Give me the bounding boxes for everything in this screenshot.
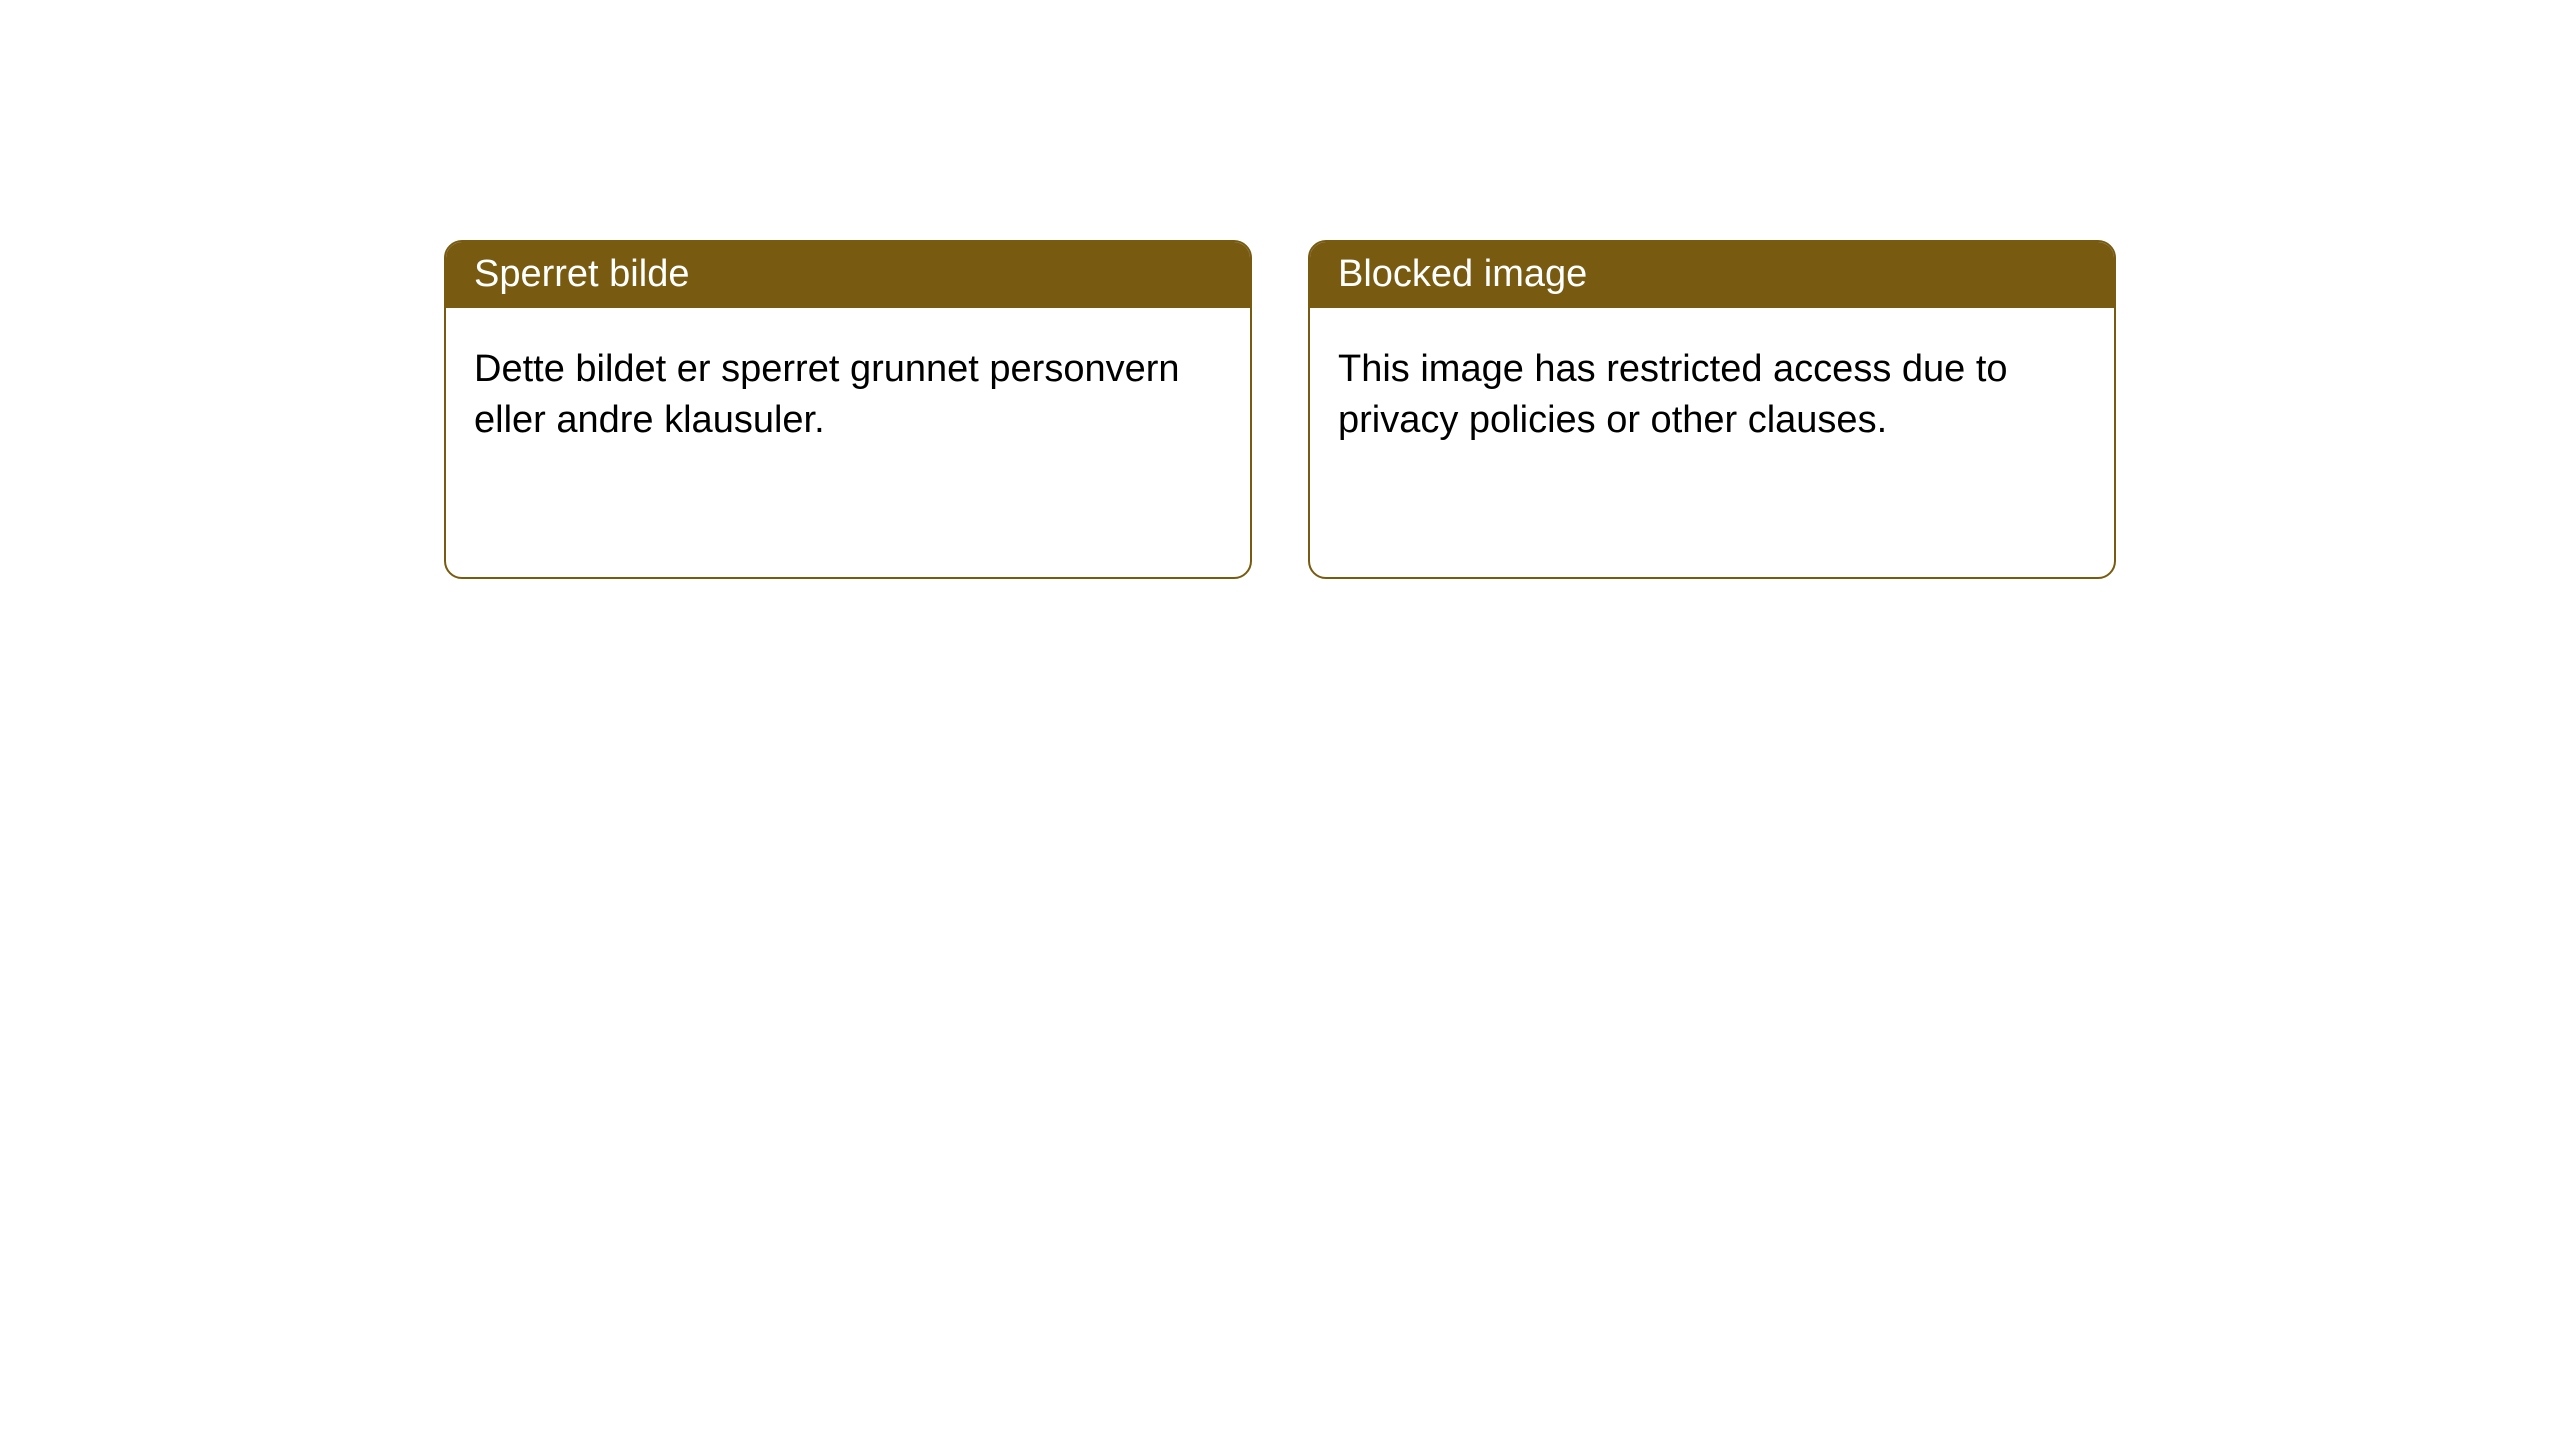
- notice-card-norwegian: Sperret bilde Dette bildet er sperret gr…: [444, 240, 1252, 579]
- card-header: Blocked image: [1310, 242, 2114, 308]
- card-header: Sperret bilde: [446, 242, 1250, 308]
- card-body: Dette bildet er sperret grunnet personve…: [446, 308, 1250, 483]
- card-body-text: Dette bildet er sperret grunnet personve…: [474, 348, 1180, 441]
- notice-card-english: Blocked image This image has restricted …: [1308, 240, 2116, 579]
- card-body-text: This image has restricted access due to …: [1338, 348, 2008, 441]
- notice-container: Sperret bilde Dette bildet er sperret gr…: [444, 240, 2116, 579]
- card-title: Sperret bilde: [474, 253, 689, 295]
- card-body: This image has restricted access due to …: [1310, 308, 2114, 483]
- card-title: Blocked image: [1338, 253, 1587, 295]
